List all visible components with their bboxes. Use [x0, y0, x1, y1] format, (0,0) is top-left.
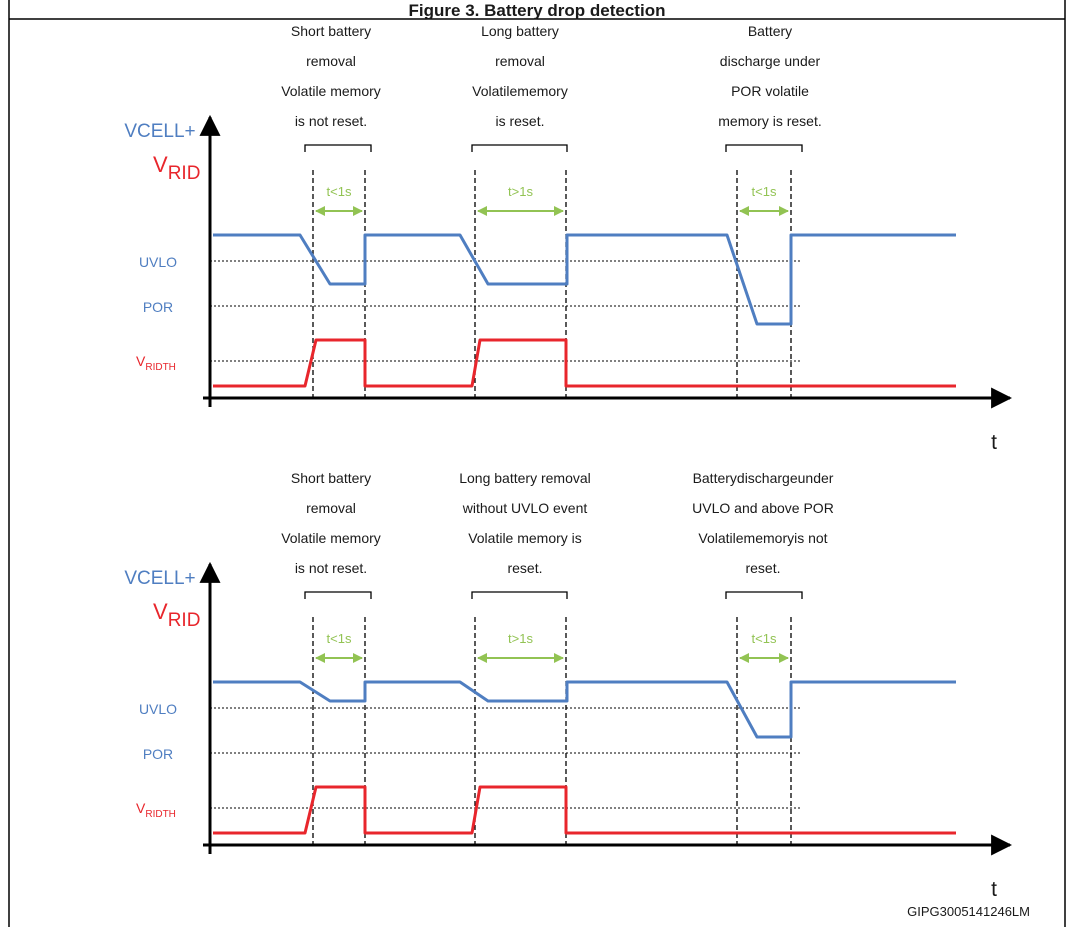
panel-bottom-event-3-note-line: UVLO and above POR [692, 500, 834, 516]
panel-bottom-event-2-note-line: without UVLO event [462, 500, 588, 516]
panel-bottom-vcell-label: VCELL+ [124, 568, 195, 589]
panel-bottom-vridth-label: VRIDTH [136, 800, 176, 820]
panel-bottom-event-3-note-line: Volatilememoryis not [698, 530, 827, 546]
panel-top-event-3-interval-label: t<1s [752, 184, 777, 199]
figure-title: Figure 3. Battery drop detection [409, 1, 666, 20]
panel-bottom-vrid-label: VRID [153, 599, 200, 631]
figure-id: GIPG3005141246LM [907, 904, 1030, 919]
panel-bottom-event-2-note-line: reset. [507, 560, 542, 576]
panel-bottom-event-1-note-line: is not reset. [295, 560, 367, 576]
panel-top-event-2-note-line: Long battery [481, 23, 559, 39]
panel-bottom-event-1-interval-label: t<1s [327, 631, 352, 646]
panel-bottom-event-2-note-line: Long battery removal [459, 470, 591, 486]
panel-bottom-event-2-note-line: Volatile memory is [468, 530, 582, 546]
panel-top-por-label: POR [143, 299, 173, 315]
panel-top-vrid-label-sub: RID [168, 163, 201, 184]
panel-top-vcell-waveform [213, 233, 956, 326]
panel-bottom-event-3-bracket [725, 591, 803, 599]
panel-bottom-event-2-interval-label: t>1s [508, 631, 533, 646]
panel-top-event-3-note-line: Battery [748, 23, 792, 39]
panel-top-vridth-label: VRIDTH [136, 353, 176, 373]
panel-top-event-3-bracket [725, 144, 803, 152]
panel-bottom-vrid-label-sub: RID [168, 610, 201, 631]
panel-top-uvlo-label: UVLO [139, 254, 177, 270]
panel-bottom-vcell-waveform [213, 680, 956, 739]
panel-bottom-event-3-note-line: Batterydischargeunder [693, 470, 834, 486]
panel-bottom-time-label: t [991, 878, 997, 901]
panel-top-vcell-label: VCELL+ [124, 121, 195, 142]
panel-bottom-event-3-interval-label: t<1s [752, 631, 777, 646]
panel-top-event-2-note-line: is reset. [495, 113, 544, 129]
panel-top-event-1-note-line: Short battery [291, 23, 371, 39]
panel-bottom-por-label: POR [143, 746, 173, 762]
panel-bottom: VCELL+ VRID t UVLO POR VRIDTH Short battery rem… [124, 470, 1013, 901]
panel-top-event-2-bracket [471, 144, 568, 152]
panel-top-event-1-note-line: removal [306, 53, 356, 69]
panel-bottom-event-2-bracket [471, 591, 568, 599]
panel-bottom-event-3-note-line: reset. [745, 560, 780, 576]
panel-top-event-3-note-line: memory is reset. [718, 113, 821, 129]
panel-top-vrid-waveform [213, 338, 956, 388]
panel-bottom-vridth-label-sub: RIDTH [145, 809, 176, 820]
panel-bottom-event-1-note-line: Volatile memory [281, 530, 381, 546]
panel-top-event-1-bracket [304, 144, 372, 152]
panel-top-vrid-label: VRID [153, 152, 200, 184]
panel-bottom-event-1-note-line: removal [306, 500, 356, 516]
panel-bottom-uvlo-label: UVLO [139, 701, 177, 717]
panel-bottom-event-1-note-line: Short battery [291, 470, 371, 486]
panel-top-event-2-interval-label: t>1s [508, 184, 533, 199]
panel-top-event-2-note-line: Volatilememory [472, 83, 568, 99]
panel-top: VCELL+ VRID t UVLO POR VRIDTH Short battery rem… [124, 23, 1013, 454]
panel-top-event-1-interval-label: t<1s [327, 184, 352, 199]
panel-top-event-1-note-line: Volatile memory [281, 83, 381, 99]
panel-bottom-vrid-waveform [213, 785, 956, 835]
panel-top-event-2-note-line: removal [495, 53, 545, 69]
panel-top-event-3-note-line: discharge under [720, 53, 821, 69]
panel-top-event-1-note-line: is not reset. [295, 113, 367, 129]
panel-bottom-event-1-bracket [304, 591, 372, 599]
panel-top-time-label: t [991, 431, 997, 454]
panel-top-vridth-label-sub: RIDTH [145, 362, 176, 373]
panel-top-event-3-note-line: POR volatile [731, 83, 809, 99]
